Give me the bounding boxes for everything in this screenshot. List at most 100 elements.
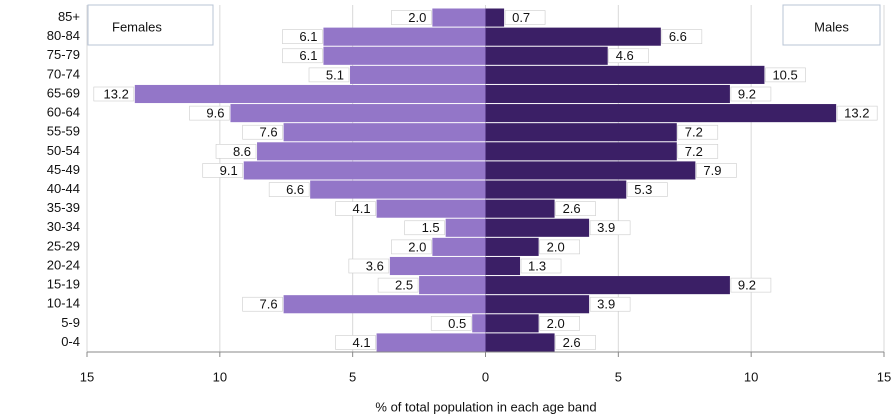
bar (310, 180, 486, 199)
y-tick-label: 10-14 (47, 296, 80, 311)
value-label-box (608, 48, 650, 64)
value-label-box (589, 220, 631, 236)
value-label: 4.6 (616, 48, 634, 63)
value-label-box (308, 67, 350, 83)
value-label-box (677, 124, 719, 140)
value-label-box (539, 316, 580, 331)
bar (376, 199, 486, 218)
bar (485, 104, 837, 123)
bar (432, 8, 486, 27)
y-tick-label: 30-34 (47, 219, 80, 234)
legend-label: Males (814, 19, 849, 34)
x-tick-label: 0 (482, 369, 489, 384)
bar (134, 84, 486, 104)
value-label-box (765, 67, 806, 83)
value-label-box (282, 29, 323, 44)
value-label: 0.5 (448, 316, 466, 331)
value-label: 10.5 (772, 67, 797, 82)
value-label: 6.6 (669, 29, 687, 44)
y-tick-label: 70-74 (47, 66, 80, 81)
y-tick-label: 80-84 (47, 28, 80, 43)
y-tick-label: 15-19 (47, 277, 80, 292)
value-label: 0.7 (512, 10, 530, 25)
bar (485, 314, 539, 333)
x-tick-label: 10 (213, 369, 227, 384)
value-label-box (335, 335, 376, 350)
bar (376, 333, 486, 352)
y-tick-label: 85+ (58, 9, 80, 24)
legend-box (782, 4, 881, 46)
bar (323, 27, 486, 46)
x-tick-label: 15 (80, 369, 94, 384)
value-label: 7.2 (685, 144, 703, 159)
y-tick-label: 25-29 (47, 238, 80, 253)
value-label-box (391, 10, 432, 25)
value-label-box (504, 10, 546, 25)
value-label: 1.5 (422, 220, 440, 235)
value-label: 2.0 (408, 239, 426, 254)
bar (257, 142, 486, 161)
bar (432, 237, 486, 256)
value-label: 13.2 (104, 86, 129, 101)
value-label-box (589, 296, 631, 312)
y-tick-label: 20-24 (47, 257, 80, 272)
value-label-box (555, 335, 596, 350)
y-tick-label: 55-59 (47, 124, 80, 139)
value-label: 6.6 (286, 182, 304, 197)
value-label-box (391, 239, 432, 255)
value-label: 9.2 (738, 278, 756, 293)
value-label: 1.3 (528, 258, 546, 273)
bar (445, 218, 486, 237)
x-tick-label: 10 (744, 369, 758, 384)
value-label-box (268, 182, 310, 197)
value-label-box (215, 144, 257, 159)
value-label: 3.9 (597, 297, 615, 312)
value-label: 9.2 (738, 86, 756, 101)
y-tick-label: 45-49 (47, 162, 80, 177)
bar (485, 199, 555, 218)
bar (485, 84, 730, 104)
value-label-box (404, 220, 445, 236)
x-tick-label: 5 (615, 369, 622, 384)
value-label-box (348, 258, 390, 274)
bar (485, 180, 627, 199)
value-label: 2.0 (547, 239, 565, 254)
value-label-box (627, 182, 668, 197)
value-label: 2.5 (395, 278, 413, 293)
y-tick-label: 40-44 (47, 181, 80, 196)
bar (485, 218, 590, 237)
value-label: 2.6 (563, 201, 581, 216)
value-label-box (377, 277, 419, 293)
value-label: 2.0 (547, 316, 565, 331)
value-label: 9.6 (206, 106, 224, 121)
bar (485, 142, 677, 161)
value-label-box (730, 86, 772, 102)
value-label: 2.6 (563, 335, 581, 350)
value-label-box (335, 201, 376, 216)
bar (350, 65, 486, 84)
value-label-box (202, 163, 244, 178)
legend-label: Females (112, 19, 162, 34)
value-label-box (189, 105, 230, 121)
legend-box (87, 4, 214, 46)
y-tick-label: 5-9 (61, 315, 80, 330)
value-label: 7.9 (703, 163, 721, 178)
x-axis-title: % of total population in each age band (375, 399, 596, 414)
y-tick-label: 75-79 (47, 47, 80, 62)
value-label-box (836, 105, 878, 121)
y-tick-label: 60-64 (47, 105, 80, 120)
y-tick-label: 50-54 (47, 143, 80, 158)
value-label: 7.6 (260, 125, 278, 140)
value-label: 5.1 (326, 67, 344, 82)
value-label: 4.1 (352, 335, 370, 350)
bar (485, 123, 677, 142)
value-label-box (93, 86, 135, 102)
value-label-box (430, 316, 472, 331)
value-label-box (696, 163, 737, 178)
bar (283, 295, 486, 314)
x-tick-label: 15 (877, 369, 891, 384)
bar (283, 123, 486, 142)
y-tick-label: 35-39 (47, 200, 80, 215)
value-label-box (661, 29, 703, 44)
